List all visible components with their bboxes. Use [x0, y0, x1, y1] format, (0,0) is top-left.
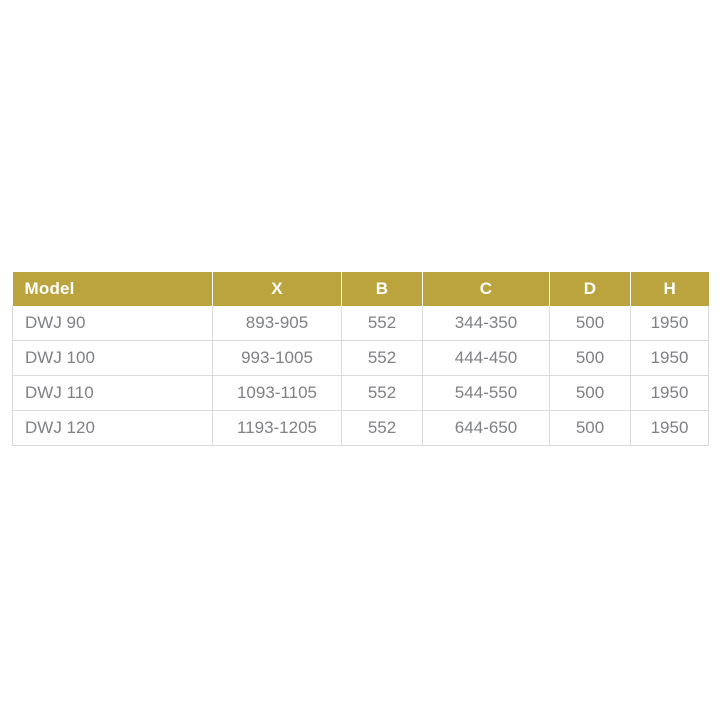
table-row: DWJ 110 1093-1105 552 544-550 500 1950	[12, 375, 709, 411]
cell-h: 1950	[630, 375, 709, 411]
column-header-h: H	[630, 272, 709, 306]
cell-h: 1950	[630, 340, 709, 376]
cell-b: 552	[341, 306, 423, 341]
cell-d: 500	[549, 306, 631, 341]
column-header-d: D	[549, 272, 631, 306]
cell-h: 1950	[630, 306, 709, 341]
cell-c: 644-650	[422, 410, 550, 446]
specification-table-container: Model X B C D H DWJ 90 893-905 552 344-3…	[12, 272, 709, 446]
cell-h: 1950	[630, 410, 709, 446]
table-header: Model X B C D H	[12, 272, 709, 306]
cell-x: 993-1005	[212, 340, 342, 376]
cell-d: 500	[549, 410, 631, 446]
cell-model: DWJ 90	[12, 306, 213, 341]
table-header-row: Model X B C D H	[12, 272, 709, 306]
cell-x: 1193-1205	[212, 410, 342, 446]
cell-b: 552	[341, 375, 423, 411]
table-row: DWJ 120 1193-1205 552 644-650 500 1950	[12, 410, 709, 446]
cell-model: DWJ 110	[12, 375, 213, 411]
column-header-x: X	[212, 272, 342, 306]
cell-c: 344-350	[422, 306, 550, 341]
cell-model: DWJ 100	[12, 340, 213, 376]
table-body: DWJ 90 893-905 552 344-350 500 1950 DWJ …	[12, 306, 709, 446]
column-header-b: B	[341, 272, 423, 306]
table-row: DWJ 90 893-905 552 344-350 500 1950	[12, 306, 709, 341]
cell-c: 444-450	[422, 340, 550, 376]
cell-d: 500	[549, 375, 631, 411]
cell-b: 552	[341, 340, 423, 376]
column-header-model: Model	[12, 272, 213, 306]
cell-x: 893-905	[212, 306, 342, 341]
column-header-c: C	[422, 272, 550, 306]
cell-x: 1093-1105	[212, 375, 342, 411]
cell-d: 500	[549, 340, 631, 376]
table-row: DWJ 100 993-1005 552 444-450 500 1950	[12, 340, 709, 376]
specification-table: Model X B C D H DWJ 90 893-905 552 344-3…	[12, 272, 709, 446]
cell-c: 544-550	[422, 375, 550, 411]
cell-model: DWJ 120	[12, 410, 213, 446]
cell-b: 552	[341, 410, 423, 446]
